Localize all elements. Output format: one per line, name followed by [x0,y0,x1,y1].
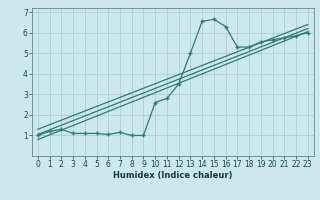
X-axis label: Humidex (Indice chaleur): Humidex (Indice chaleur) [113,171,233,180]
